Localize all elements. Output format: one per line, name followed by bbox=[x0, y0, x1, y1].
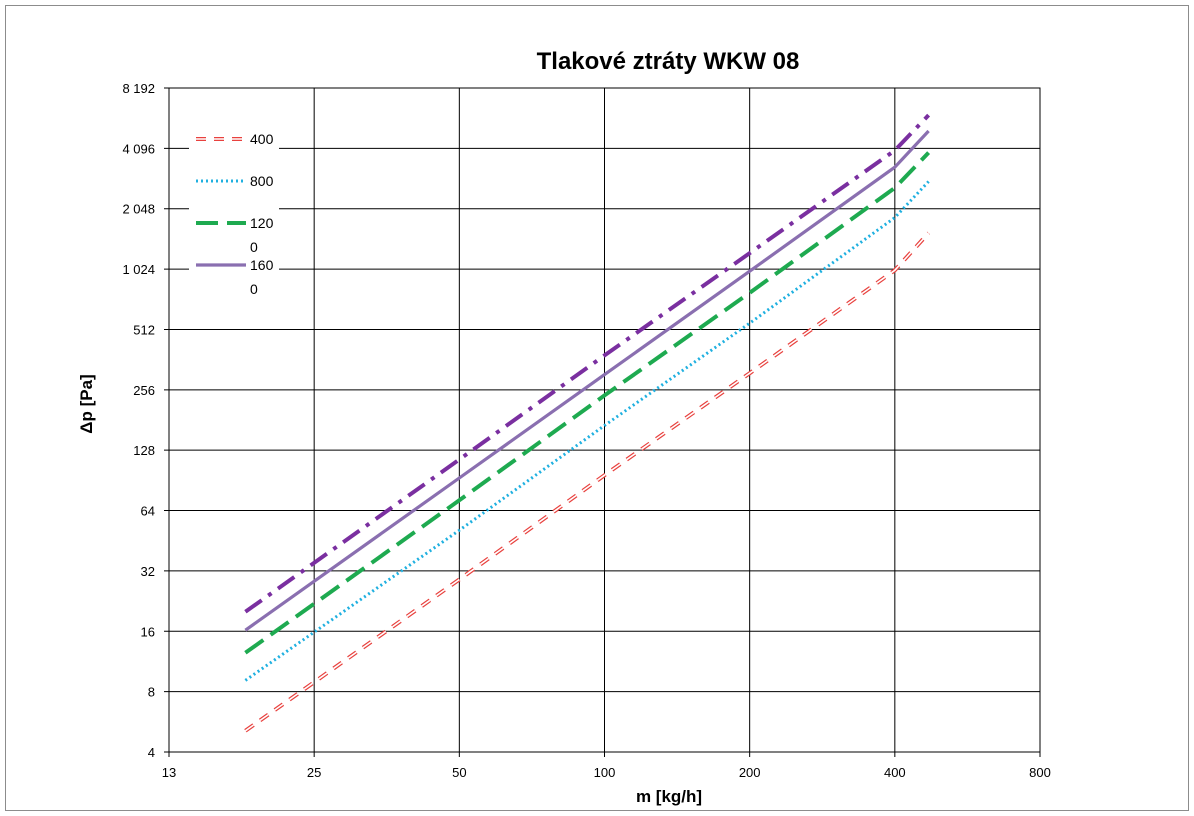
series-line-unnamed-4 bbox=[244, 113, 931, 614]
x-tick-label: 200 bbox=[739, 765, 761, 780]
x-tick-label: 100 bbox=[594, 765, 616, 780]
x-tick-label: 800 bbox=[1029, 765, 1051, 780]
y-tick-label: 512 bbox=[133, 322, 155, 337]
x-tick-label: 400 bbox=[884, 765, 906, 780]
series-line-800 bbox=[244, 180, 930, 682]
y-tick-label: 8 bbox=[148, 685, 155, 700]
chart-title: Tlakové ztráty WKW 08 bbox=[537, 48, 800, 75]
series-line-400-inner bbox=[244, 232, 930, 732]
series-group bbox=[244, 113, 931, 733]
legend-label-1600: 0 bbox=[250, 281, 258, 297]
chart-svg: Tlakové ztráty WKW 08 4 8 16 32 64 128 256 512 1… bbox=[77, 48, 1051, 806]
legend-label-800: 800 bbox=[250, 173, 274, 189]
legend-label-1200: 0 bbox=[250, 239, 258, 255]
y-tick-label: 1 024 bbox=[122, 262, 155, 277]
y-tick-label: 8 192 bbox=[122, 81, 155, 96]
series-line-400 bbox=[244, 231, 931, 733]
x-axis-label: m [kg/h] bbox=[636, 787, 702, 806]
legend-label-400: 400 bbox=[250, 131, 274, 147]
y-tick-label: 128 bbox=[133, 443, 155, 458]
y-tick-label: 16 bbox=[141, 624, 155, 639]
x-tick-label: 50 bbox=[452, 765, 466, 780]
x-axis-ticks: 13 25 50 100 200 400 800 bbox=[162, 765, 1051, 780]
series-line-1600 bbox=[244, 129, 930, 632]
chart-frame: Tlakové ztráty WKW 08 4 8 16 32 64 128 256 512 1… bbox=[5, 5, 1189, 811]
y-tick-label: 64 bbox=[141, 504, 155, 519]
y-axis-ticks: 4 8 16 32 64 128 256 512 1 024 2 048 4 096 8 192 bbox=[122, 81, 155, 760]
y-axis-label: Δp [Pa] bbox=[77, 374, 96, 433]
legend-box bbox=[189, 125, 279, 307]
y-tick-label: 32 bbox=[141, 564, 155, 579]
legend-label-1200: 120 bbox=[250, 215, 274, 231]
legend-label-1600: 160 bbox=[250, 257, 274, 273]
series-line-1200 bbox=[244, 151, 931, 655]
x-tick-label: 13 bbox=[162, 765, 176, 780]
x-tick-label: 25 bbox=[307, 765, 321, 780]
y-tick-label: 2 048 bbox=[122, 202, 155, 217]
y-tick-label: 256 bbox=[133, 383, 155, 398]
grid-lines bbox=[164, 87, 1041, 757]
y-tick-label: 4 096 bbox=[122, 141, 155, 156]
y-tick-label: 4 bbox=[148, 745, 155, 760]
